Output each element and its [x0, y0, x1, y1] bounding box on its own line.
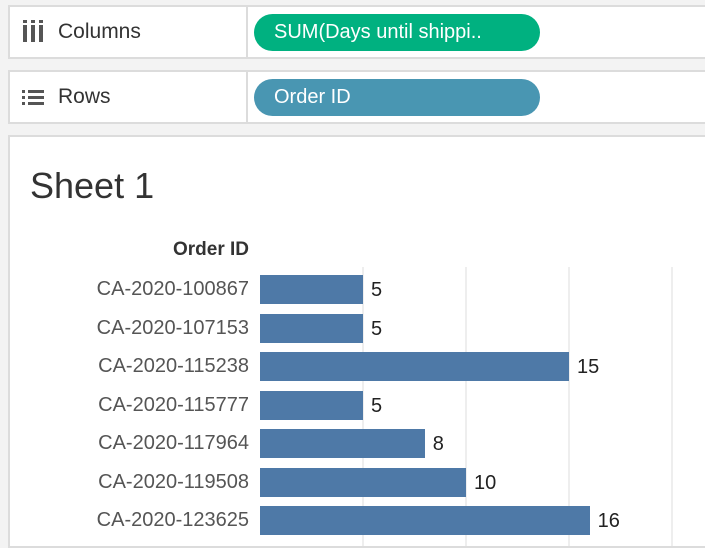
bar-value-label: 5 — [371, 317, 383, 340]
bar[interactable] — [260, 313, 363, 343]
rows-shelf: Rows Order ID — [8, 70, 705, 124]
rows-list-icon — [22, 87, 44, 107]
bar[interactable] — [260, 275, 363, 304]
columns-pill[interactable]: SUM(Days until shippi.. — [254, 13, 540, 51]
rows-pill[interactable]: Order ID — [254, 78, 540, 116]
bar-value-label: 5 — [371, 279, 383, 301]
columns-shelf: Columns SUM(Days until shippi.. — [8, 5, 705, 59]
bar[interactable] — [260, 467, 466, 497]
sheet-title: Sheet 1 — [30, 165, 155, 206]
bar-value-label: 15 — [577, 356, 600, 378]
row-label[interactable]: CA-2020-119508 — [98, 470, 249, 493]
row-label[interactable]: CA-2020-115777 — [98, 393, 249, 416]
gridline — [362, 267, 364, 546]
rows-label: Rows — [58, 85, 111, 108]
bar[interactable] — [260, 506, 590, 535]
columns-shelf-label: Columns — [10, 7, 248, 57]
row-label[interactable]: CA-2020-100867 — [96, 278, 249, 300]
gridline — [465, 267, 467, 546]
row-label[interactable]: CA-2020-107153 — [96, 316, 249, 339]
row-label[interactable]: CA-2020-123625 — [96, 509, 249, 531]
bar[interactable] — [260, 352, 569, 381]
bar-value-label: 5 — [371, 394, 383, 417]
bar[interactable] — [260, 429, 425, 458]
gridline — [568, 267, 570, 546]
gridline — [671, 267, 673, 546]
columns-label: Columns — [58, 20, 141, 43]
columns-icon — [22, 20, 44, 42]
sheet-pane: Sheet 1 Order ID CA-2020-100867 5 CA-2020-… — [8, 135, 705, 548]
bar[interactable] — [260, 390, 363, 420]
bar-value-label: 10 — [474, 471, 497, 494]
bar-value-label: 8 — [432, 433, 444, 455]
row-label[interactable]: CA-2020-117964 — [98, 432, 249, 454]
row-label[interactable]: CA-2020-115238 — [98, 355, 249, 377]
rows-shelf-label: Rows — [10, 72, 248, 122]
bar-value-label: 16 — [597, 510, 620, 532]
row-header[interactable]: Order ID — [172, 239, 249, 260]
